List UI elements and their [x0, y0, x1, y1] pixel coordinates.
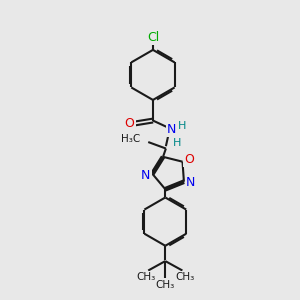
Text: N: N: [141, 169, 151, 182]
Text: CH₃: CH₃: [175, 272, 194, 282]
Text: Cl: Cl: [147, 31, 159, 44]
Text: H: H: [173, 138, 181, 148]
Text: CH₃: CH₃: [136, 272, 155, 282]
Text: H₃C: H₃C: [121, 134, 141, 144]
Text: H: H: [178, 121, 187, 131]
Text: N: N: [186, 176, 195, 189]
Text: CH₃: CH₃: [156, 280, 175, 290]
Text: N: N: [167, 123, 176, 136]
Text: O: O: [184, 153, 194, 167]
Text: O: O: [125, 117, 135, 130]
